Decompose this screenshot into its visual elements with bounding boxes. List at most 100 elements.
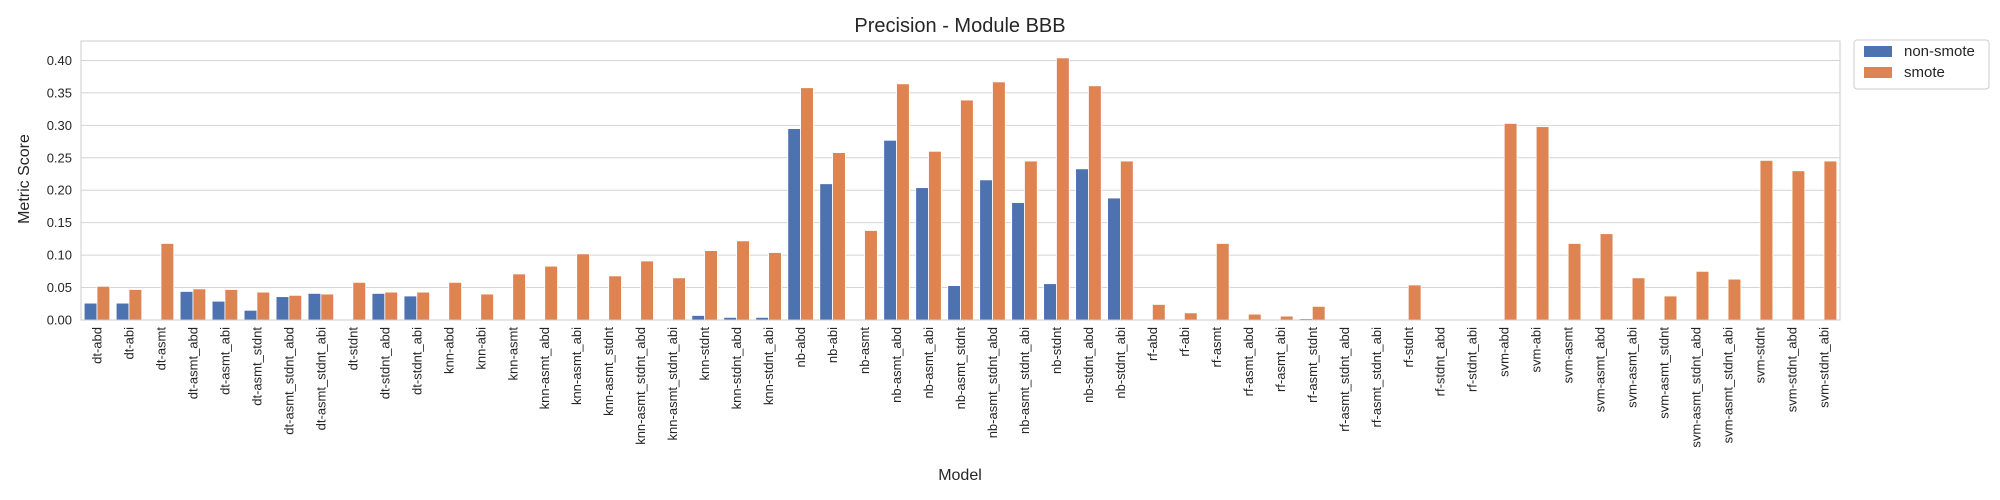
x-tick-label: knn-stdnt_abd bbox=[729, 327, 744, 409]
legend-label-smote: smote bbox=[1904, 64, 1945, 81]
bar-smote-dt-asmt_stdnt bbox=[256, 291, 271, 321]
x-tick-label: nb-stdnt_abd bbox=[1081, 327, 1096, 403]
x-tick-label: dt-stdnt_abd bbox=[377, 327, 392, 399]
x-tick-label: rf-asmt_abi bbox=[1273, 327, 1288, 392]
x-tick-label: rf-asmt bbox=[1209, 327, 1224, 368]
bar-non-smote-dt-asmt_abi bbox=[211, 300, 226, 321]
bar-smote-svm-asmt_stdnt_abd bbox=[1695, 270, 1710, 321]
bar-smote-knn-asmt_stdnt_abi bbox=[672, 277, 686, 321]
y-tick-label: 0.30 bbox=[47, 118, 72, 133]
bar-smote-rf-asmt_abd bbox=[1247, 313, 1262, 321]
x-tick-label: knn-asmt_abi bbox=[569, 327, 584, 405]
x-tick-label: dt-asmt_stdnt bbox=[249, 327, 264, 406]
x-tick-label: nb-abi bbox=[825, 327, 840, 363]
bar-smote-rf-asmt_abi bbox=[1279, 315, 1294, 321]
bar-non-smote-nb-stdnt_abd bbox=[1075, 168, 1089, 321]
bar-smote-svm-asmt_stdnt_abi bbox=[1727, 278, 1742, 321]
bar-smote-dt-asmt bbox=[160, 243, 175, 321]
bar-smote-rf-stdnt bbox=[1407, 284, 1422, 321]
bar-smote-knn-asmt_stdnt bbox=[608, 275, 622, 321]
bar-smote-svm-stdnt bbox=[1759, 159, 1774, 321]
x-tick-label: rf-stdnt_abd bbox=[1433, 327, 1448, 396]
bar-smote-knn-asmt_stdnt_abd bbox=[640, 260, 654, 321]
bar-non-smote-nb-abd bbox=[787, 128, 801, 321]
y-tick-label: 0.25 bbox=[47, 150, 72, 165]
plot-frame bbox=[80, 40, 1841, 321]
bar-smote-nb-stdnt_abd bbox=[1088, 85, 1102, 321]
x-tick-label: nb-abd bbox=[793, 327, 808, 367]
bar-smote-svm-stdnt_abi bbox=[1823, 160, 1838, 321]
bar-smote-dt-asmt_abi bbox=[224, 289, 239, 321]
bar-smote-nb-asmt_stdnt_abd bbox=[992, 81, 1006, 321]
bar-smote-svm-asmt_abd bbox=[1599, 233, 1614, 321]
bar-smote-rf-abi bbox=[1183, 312, 1198, 321]
bar-smote-nb-abi bbox=[832, 152, 846, 321]
x-tick-label: knn-stdnt bbox=[697, 327, 712, 381]
x-tick-label: rf-asmt_stdnt_abd bbox=[1337, 327, 1352, 432]
bar-non-smote-nb-asmt_abi bbox=[915, 187, 929, 321]
x-tick-label: nb-asmt_abd bbox=[889, 327, 904, 403]
x-tick-label: rf-asmt_stdnt_abi bbox=[1369, 327, 1384, 428]
x-tick-label: rf-abi bbox=[1177, 327, 1192, 357]
x-tick-label: svm-asmt_stdnt bbox=[1657, 327, 1672, 419]
bar-smote-nb-asmt_stdnt_abi bbox=[1024, 160, 1038, 321]
legend-label-non-smote: non-smote bbox=[1904, 43, 1975, 60]
x-tick-label: dt-stdnt bbox=[345, 327, 360, 371]
x-tick-label: rf-stdnt bbox=[1401, 327, 1416, 368]
bar-smote-dt-asmt_stdnt_abd bbox=[288, 294, 303, 321]
x-tick-label: knn-asmt bbox=[505, 327, 520, 381]
bar-smote-knn-abd bbox=[448, 281, 462, 321]
x-tick-label: knn-stdnt_abi bbox=[761, 327, 776, 405]
bar-non-smote-nb-asmt_abd bbox=[883, 139, 897, 321]
bar-smote-svm-stdnt_abd bbox=[1791, 170, 1806, 321]
chart-title: Precision - Module BBB bbox=[854, 15, 1065, 37]
y-axis-title: Metric Score bbox=[16, 134, 33, 224]
bar-non-smote-dt-abd bbox=[83, 302, 98, 321]
y-tick-label: 0.05 bbox=[47, 280, 72, 295]
bar-smote-knn-asmt_abd bbox=[544, 265, 558, 321]
bars bbox=[83, 57, 1838, 321]
x-tick-label: nb-asmt bbox=[857, 327, 872, 374]
x-tick-label: svm-stdnt_abd bbox=[1785, 327, 1800, 412]
x-tick-label: knn-asmt_stdnt bbox=[601, 327, 616, 416]
y-tick-label: 0.10 bbox=[47, 248, 72, 263]
x-tick-label: nb-asmt_abi bbox=[921, 327, 936, 399]
x-tick-label: rf-abd bbox=[1145, 327, 1160, 361]
y-tick-label: 0.40 bbox=[47, 53, 72, 68]
bar-smote-nb-asmt bbox=[864, 230, 878, 321]
bar-non-smote-nb-asmt_stdnt_abd bbox=[979, 179, 993, 321]
bar-non-smote-dt-abi bbox=[115, 302, 130, 321]
x-tick-label: rf-asmt_stdnt bbox=[1305, 327, 1320, 403]
x-tick-label: rf-asmt_abd bbox=[1241, 327, 1256, 396]
bar-smote-knn-stdnt bbox=[704, 250, 718, 321]
bar-smote-dt-asmt_abd bbox=[192, 288, 207, 321]
bar-smote-knn-abi bbox=[480, 293, 494, 321]
bar-smote-dt-stdnt_abi bbox=[416, 291, 430, 321]
bar-smote-svm-asmt_stdnt bbox=[1663, 295, 1678, 321]
bar-smote-svm-abi bbox=[1535, 126, 1550, 321]
y-tick-label: 0.00 bbox=[47, 313, 72, 328]
bar-smote-dt-stdnt_abd bbox=[384, 291, 399, 321]
bar-non-smote-dt-asmt_abd bbox=[179, 291, 194, 321]
x-tick-label: knn-abi bbox=[473, 327, 488, 370]
x-tick-label: svm-abi bbox=[1529, 327, 1544, 373]
bar-non-smote-nb-stdnt_abi bbox=[1107, 197, 1121, 321]
bar-smote-svm-abd bbox=[1503, 123, 1518, 321]
x-tick-label: nb-stdnt bbox=[1049, 327, 1064, 374]
x-tick-label: knn-asmt_stdnt_abd bbox=[633, 327, 648, 445]
legend-swatch-smote bbox=[1864, 67, 1892, 78]
x-tick-label: nb-asmt_stdnt_abi bbox=[1017, 327, 1032, 434]
bar-smote-knn-stdnt_abd bbox=[736, 240, 750, 321]
bar-smote-knn-asmt bbox=[512, 273, 526, 321]
x-tick-label: svm-asmt_stdnt_abi bbox=[1721, 327, 1736, 443]
x-tick-label: svm-asmt bbox=[1561, 327, 1576, 384]
x-tick-label: dt-asmt_stdnt_abd bbox=[281, 327, 296, 435]
x-tick-label: dt-stdnt_abi bbox=[409, 327, 424, 395]
x-tick-label: svm-stdnt_abi bbox=[1817, 327, 1832, 408]
x-tick-label: knn-abd bbox=[441, 327, 456, 374]
bar-smote-rf-abd bbox=[1151, 304, 1166, 321]
x-tick-label: nb-asmt_stdnt_abd bbox=[985, 327, 1000, 438]
bar-non-smote-dt-asmt_stdnt_abd bbox=[275, 296, 290, 321]
bar-smote-svm-asmt_abi bbox=[1631, 277, 1646, 321]
